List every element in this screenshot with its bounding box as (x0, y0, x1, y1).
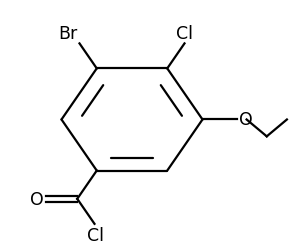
Text: Br: Br (58, 25, 77, 43)
Text: O: O (30, 190, 43, 208)
Text: Cl: Cl (176, 25, 193, 43)
Text: Cl: Cl (87, 226, 103, 244)
Text: O: O (238, 111, 252, 129)
